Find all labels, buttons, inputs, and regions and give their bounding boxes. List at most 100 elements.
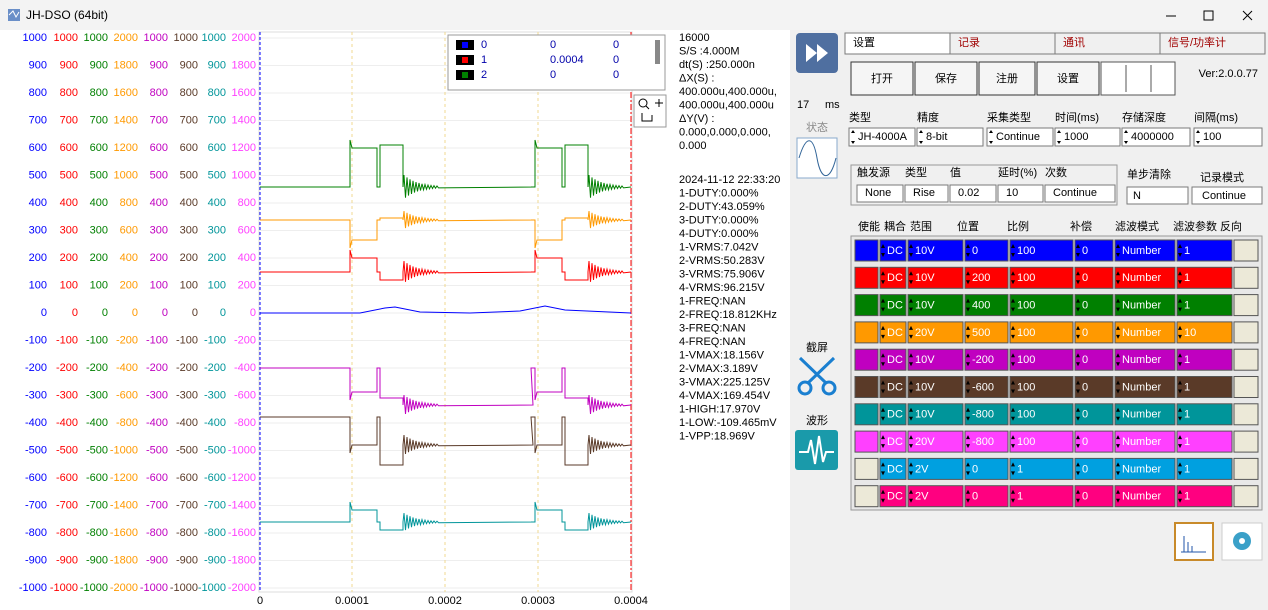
field-label: 精度 [917,110,939,124]
y-axis-label: 0 [192,307,198,319]
enable-toggle[interactable] [855,486,878,507]
y-axis-label: 100 [60,279,78,291]
y-axis-label: 1000 [174,32,198,44]
y-axis-label: 300 [208,224,226,236]
reverse-toggle[interactable] [1234,377,1258,398]
field-value: Rise [913,187,935,199]
y-axis-label: 200 [60,252,78,264]
channel-value: 0 [1082,491,1088,503]
channel-field[interactable] [1075,240,1113,261]
channel-field[interactable] [1075,431,1113,452]
field-value: None [865,187,891,199]
reverse-toggle[interactable] [1234,267,1258,288]
run-button[interactable] [796,33,838,73]
channel-field[interactable] [1075,377,1113,398]
y-axis-label: -1000 [19,582,47,594]
info-line: 1-DUTY:0.000% [679,187,759,199]
channel-value: 10 [1184,327,1196,339]
save-icon[interactable] [1222,523,1262,560]
y-axis-label: 200 [180,252,198,264]
y-axis-label: 200 [150,252,168,264]
channel-value: Number [1122,463,1161,475]
y-axis-label: 100 [90,279,108,291]
enable-toggle[interactable] [855,404,878,425]
reverse-toggle[interactable] [1234,322,1258,343]
y-axis-label: -100 [56,334,78,346]
y-axis-label: -900 [146,554,168,566]
info-line: 2024-11-12 22:33:20 [679,174,780,186]
y-axis-label: 700 [180,114,198,126]
channel-value: 100 [1017,245,1035,257]
channel-value: 1 [1184,272,1190,284]
cursor-id: 2 [481,69,487,81]
y-axis-label: 600 [29,142,47,154]
y-axis-label: -800 [86,527,108,539]
y-axis-label: 400 [29,197,47,209]
info-line: 1-VMAX:18.156V [679,349,765,361]
reverse-toggle[interactable] [1234,240,1258,261]
version: Ver:2.0.0.77 [1199,68,1258,80]
channel-value: 500 [972,327,990,339]
channel-field[interactable] [1075,349,1113,370]
button-label: 设置 [1057,72,1079,85]
info-line: 1-HIGH:17.970V [679,403,761,415]
cursor-value: 0 [550,39,556,51]
channel-field[interactable] [1075,295,1113,316]
channel-field[interactable] [1075,267,1113,288]
y-axis-label: 200 [238,279,256,291]
info-line: 2-VRMS:50.283V [679,255,765,267]
y-axis-label: -600 [25,472,47,484]
waveform-icon[interactable] [795,430,838,470]
info-line: 400.000u,400.000u [679,99,774,111]
enable-toggle[interactable] [855,431,878,452]
y-axis-label: -200 [86,362,108,374]
spectrum-icon[interactable] [1175,523,1213,560]
cursor-value: 0.0004 [550,54,584,66]
reverse-toggle[interactable] [1234,431,1258,452]
y-axis-label: 1000 [202,32,226,44]
enable-toggle[interactable] [855,458,878,479]
reverse-toggle[interactable] [1234,486,1258,507]
info-line: 1-VRMS:7.042V [679,241,759,253]
y-axis-label: -600 [204,472,226,484]
info-line: 3-DUTY:0.000% [679,214,759,226]
reverse-toggle[interactable] [1234,295,1258,316]
y-axis-label: -900 [86,554,108,566]
channel-field[interactable] [1075,458,1113,479]
enable-toggle[interactable] [855,295,878,316]
y-axis-label: 800 [208,87,226,99]
field-label: 采集类型 [987,110,1031,124]
y-axis-label: -1200 [228,472,256,484]
channel-field[interactable] [1075,322,1113,343]
y-axis-label: 500 [180,169,198,181]
y-axis-label: 300 [29,224,47,236]
y-axis-label: -200 [116,334,138,346]
cursor-swatch-dot [462,72,468,78]
y-axis-label: 800 [60,87,78,99]
enable-toggle[interactable] [855,349,878,370]
reverse-toggle[interactable] [1234,458,1258,479]
enable-toggle[interactable] [855,267,878,288]
enable-toggle[interactable] [855,377,878,398]
enable-toggle[interactable] [855,240,878,261]
channel-value: 0 [1082,409,1088,421]
reverse-toggle[interactable] [1234,349,1258,370]
y-axis-label: 400 [238,252,256,264]
channel-field[interactable] [1075,486,1113,507]
title-bar [0,0,1268,30]
zoom-tools[interactable] [634,95,666,127]
channel-value: 0 [972,463,978,475]
y-axis-label: 1000 [84,32,108,44]
channel-value: 0 [972,491,978,503]
channel-field[interactable] [1075,404,1113,425]
cursor-value: 0 [613,69,619,81]
info-line: 2-DUTY:43.059% [679,201,765,213]
reverse-toggle[interactable] [1234,404,1258,425]
y-axis-label: 500 [29,169,47,181]
channel-value: Number [1122,436,1161,448]
field-value: JH-4000A [858,131,908,143]
scrollbar[interactable] [655,40,660,64]
enable-toggle[interactable] [855,322,878,343]
field[interactable] [998,185,1043,202]
y-axis-label: 900 [180,59,198,71]
